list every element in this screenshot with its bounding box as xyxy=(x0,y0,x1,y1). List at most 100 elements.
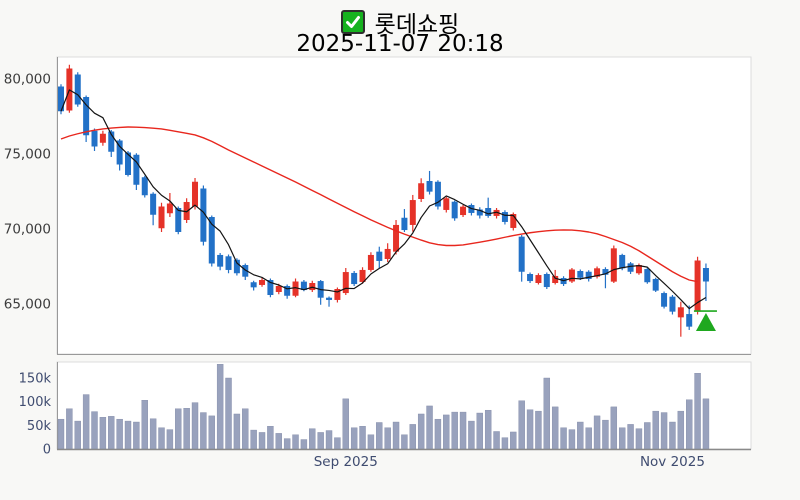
candle-body xyxy=(501,212,508,222)
volume-bar xyxy=(258,432,266,450)
volume-bar xyxy=(57,418,65,450)
volume-bar xyxy=(116,418,123,450)
volume-bar xyxy=(74,420,81,450)
volume-bar xyxy=(451,411,458,450)
volume-bar xyxy=(677,410,685,450)
volume-bar xyxy=(660,412,668,450)
candle-body xyxy=(443,198,450,210)
candle-body xyxy=(141,177,148,196)
candle-body xyxy=(476,209,483,216)
candle-body xyxy=(401,217,408,231)
volume-bar xyxy=(459,411,467,450)
volume-bar xyxy=(166,429,174,450)
volume-bar xyxy=(208,415,215,450)
candle-body xyxy=(208,217,215,264)
volume-bar xyxy=(133,421,140,450)
candle-body xyxy=(284,286,291,296)
candle-body xyxy=(527,274,534,282)
volume-bar xyxy=(292,434,299,450)
volume-bar xyxy=(183,408,190,450)
volume-bar xyxy=(309,428,316,450)
x-tick-label: Nov 2025 xyxy=(640,454,705,470)
volume-bar xyxy=(124,420,132,450)
volume-bar xyxy=(644,422,651,450)
volume-bar xyxy=(593,415,601,450)
volume-tick-label: 100k xyxy=(19,395,52,410)
candle-body xyxy=(359,269,366,282)
volume-bar xyxy=(585,427,592,450)
volume-bar xyxy=(384,427,391,450)
volume-bar xyxy=(300,439,308,450)
volume-bar xyxy=(91,411,98,450)
volume-bar xyxy=(669,421,676,450)
candle-body xyxy=(351,272,358,285)
volume-bar xyxy=(602,419,609,450)
volume-bar xyxy=(401,434,408,450)
candle-body xyxy=(242,265,249,277)
candle-body xyxy=(518,236,525,272)
candle-body xyxy=(267,280,274,295)
volume-axis-labels: 150k 100k 50k 0 xyxy=(19,372,52,458)
candle-body xyxy=(217,254,224,267)
candle-body xyxy=(125,152,132,175)
candle-body xyxy=(74,74,81,105)
candle-body xyxy=(702,268,709,282)
chart-datetime: 2025-11-07 20:18 xyxy=(296,31,504,57)
volume-bar xyxy=(250,429,257,450)
candles xyxy=(58,64,709,337)
checkmark-icon xyxy=(345,16,360,28)
volume-bar xyxy=(141,400,148,450)
volume-bar xyxy=(233,413,241,450)
volume-bar xyxy=(409,424,416,450)
volume-bar xyxy=(652,410,659,450)
candle-body xyxy=(192,181,199,207)
volume-bars xyxy=(57,364,710,450)
candle-body xyxy=(108,131,115,152)
volume-bar xyxy=(242,408,249,450)
candle-body xyxy=(543,274,550,288)
price-tick-label: 65,000 xyxy=(4,297,51,313)
volume-bar xyxy=(359,426,366,450)
candle-body xyxy=(434,181,441,207)
volume-bar xyxy=(484,409,492,450)
volume-bar xyxy=(191,402,199,450)
volume-bar xyxy=(443,414,450,450)
candle-body xyxy=(669,296,676,312)
volume-bar xyxy=(376,422,383,450)
candle-body xyxy=(83,97,90,136)
price-axis-labels: 80,000 75,000 70,000 65,000 xyxy=(4,72,51,313)
volume-bar xyxy=(216,364,224,450)
candle-body xyxy=(342,272,349,294)
candle-body xyxy=(326,297,333,300)
candle-body xyxy=(485,208,492,216)
candle-body xyxy=(568,269,575,282)
candle-body xyxy=(259,280,266,285)
volume-bar xyxy=(283,438,291,450)
candle-body xyxy=(384,248,391,259)
candle-body xyxy=(250,282,257,288)
candle-body xyxy=(292,281,299,296)
volume-bar xyxy=(635,428,643,450)
price-tick-label: 70,000 xyxy=(4,222,51,238)
volume-bar xyxy=(560,427,567,450)
candle-body xyxy=(225,256,232,270)
candle-body xyxy=(652,278,659,291)
volume-bar xyxy=(686,399,693,450)
symbol-checkbox[interactable] xyxy=(340,10,365,34)
x-axis-labels: Sep 2025 Nov 2025 xyxy=(314,454,705,470)
volume-bar xyxy=(392,421,400,450)
volume-bar xyxy=(535,410,542,450)
candle-body xyxy=(116,140,123,165)
volume-bar xyxy=(108,416,115,450)
candle-body xyxy=(99,133,106,143)
volume-bar xyxy=(149,418,157,450)
volume-bar xyxy=(417,413,425,450)
volume-bar xyxy=(627,424,634,450)
candle-body xyxy=(300,281,307,291)
candle-body xyxy=(510,214,517,228)
volume-bar xyxy=(350,427,358,450)
volume-bar xyxy=(334,437,341,450)
volume-tick-label: 150k xyxy=(19,372,52,387)
